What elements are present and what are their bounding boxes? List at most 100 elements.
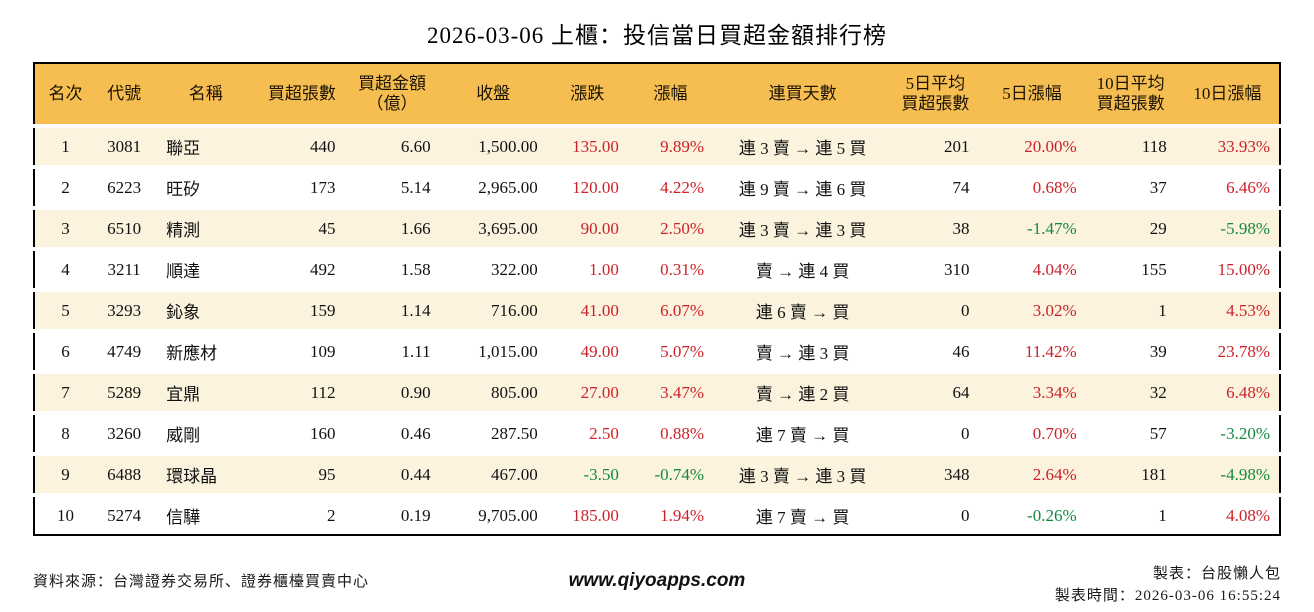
cell-close-price: 3,695.00 [439, 206, 547, 251]
cell-avg5-shares: 46 [892, 331, 979, 372]
cell-pct5: 3.02% [978, 288, 1086, 333]
cell-change-percent: -0.74% [627, 452, 714, 497]
cell-close-price: 9,705.00 [439, 495, 547, 535]
cell-pct10: -5.98% [1175, 206, 1280, 251]
cell-price-change: 2.50 [546, 413, 628, 454]
cell-pct5: 0.70% [978, 413, 1086, 454]
cell-change-percent: 5.07% [627, 331, 714, 372]
cell-close-price: 467.00 [439, 452, 547, 497]
cell-buy-streak: 連 7 賣 → 買 [713, 495, 893, 535]
cell-pct5: -0.26% [978, 495, 1086, 535]
table-row: 2 6223 旺矽 173 5.14 2,965.00 120.00 4.22% 連 9 賣 →… [34, 167, 1280, 208]
cell-pct5: 3.34% [978, 370, 1086, 415]
cell-close-price: 287.50 [439, 413, 547, 454]
cell-change-percent: 3.47% [627, 370, 714, 415]
cell-price-change: 27.00 [546, 370, 628, 415]
cell-close-price: 1,500.00 [439, 124, 547, 169]
cell-pct5: 20.00% [978, 124, 1086, 169]
cell-price-change: -3.50 [546, 452, 628, 497]
cell-avg10-shares: 155 [1085, 249, 1176, 290]
cell-avg5-shares: 310 [892, 249, 979, 290]
cell-avg10-shares: 1 [1085, 288, 1176, 333]
cell-buy-streak: 連 9 賣 → 連 6 買 [713, 167, 893, 208]
cell-price-change: 49.00 [546, 331, 628, 372]
cell-stock-code: 6223 [96, 167, 153, 208]
cell-change-percent: 0.31% [627, 249, 714, 290]
cell-net-buy-shares: 160 [259, 413, 345, 454]
cell-buy-streak: 賣 → 連 2 買 [713, 370, 893, 415]
cell-avg5-shares: 348 [892, 452, 979, 497]
cell-rank: 9 [34, 452, 97, 497]
col-header-pct10: 10日漲幅 [1175, 63, 1280, 127]
cell-stock-name: 聯亞 [152, 124, 260, 169]
cell-buy-streak: 連 3 賣 → 連 3 買 [713, 452, 893, 497]
cell-pct10: 4.53% [1175, 288, 1280, 333]
cell-rank: 5 [34, 288, 97, 333]
cell-net-buy-amount: 1.11 [344, 331, 440, 372]
col-header-close: 收盤 [439, 63, 547, 127]
cell-stock-code: 3293 [96, 288, 153, 333]
cell-pct10: 6.46% [1175, 167, 1280, 208]
cell-pct10: -4.98% [1175, 452, 1280, 497]
made-time-label: 製表時間：2026-03-06 16:55:24 [1054, 587, 1281, 604]
cell-pct10: -3.20% [1175, 413, 1280, 454]
cell-change-percent: 6.07% [627, 288, 714, 333]
cell-rank: 10 [34, 495, 97, 535]
table-row: 6 4749 新應材 109 1.11 1,015.00 49.00 5.07% 賣 → 連 3… [34, 331, 1280, 372]
cell-buy-streak: 連 3 賣 → 連 3 買 [713, 206, 893, 251]
cell-avg10-shares: 32 [1085, 370, 1176, 415]
cell-stock-name: 宜鼎 [152, 370, 260, 415]
col-header-avg10: 10日平均 買超張數 [1085, 63, 1176, 127]
cell-pct5: 0.68% [978, 167, 1086, 208]
cell-pct5: 4.04% [978, 249, 1086, 290]
cell-net-buy-amount: 1.58 [344, 249, 440, 290]
cell-net-buy-shares: 109 [259, 331, 345, 372]
cell-pct5: 2.64% [978, 452, 1086, 497]
cell-avg10-shares: 181 [1085, 452, 1176, 497]
cell-net-buy-shares: 45 [259, 206, 345, 251]
website-url: www.qiyoapps.com [568, 570, 746, 591]
cell-rank: 6 [34, 331, 97, 372]
cell-pct10: 4.08% [1175, 495, 1280, 535]
cell-net-buy-shares: 95 [259, 452, 345, 497]
cell-price-change: 90.00 [546, 206, 628, 251]
cell-stock-code: 5274 [96, 495, 153, 535]
cell-price-change: 41.00 [546, 288, 628, 333]
cell-stock-code: 6488 [96, 452, 153, 497]
cell-price-change: 135.00 [546, 124, 628, 169]
cell-avg10-shares: 39 [1085, 331, 1176, 372]
col-header-code: 代號 [96, 63, 153, 127]
cell-avg5-shares: 64 [892, 370, 979, 415]
cell-avg10-shares: 57 [1085, 413, 1176, 454]
cell-avg5-shares: 38 [892, 206, 979, 251]
cell-net-buy-shares: 440 [259, 124, 345, 169]
cell-change-percent: 2.50% [627, 206, 714, 251]
cell-avg10-shares: 37 [1085, 167, 1176, 208]
col-header-name: 名稱 [152, 63, 260, 127]
table-row: 10 5274 信驊 2 0.19 9,705.00 185.00 1.94% 連 7 賣 → … [34, 495, 1280, 535]
cell-pct10: 6.48% [1175, 370, 1280, 415]
cell-stock-code: 3260 [96, 413, 153, 454]
cell-avg5-shares: 0 [892, 495, 979, 535]
maker-label: 製表：台股懶人包 [1152, 566, 1281, 582]
cell-buy-streak: 賣 → 連 4 買 [713, 249, 893, 290]
cell-stock-name: 順達 [152, 249, 260, 290]
col-header-avg5: 5日平均 買超張數 [892, 63, 979, 127]
col-header-shares: 買超張數 [259, 63, 345, 127]
cell-stock-code: 5289 [96, 370, 153, 415]
col-header-change: 漲跌 [546, 63, 628, 127]
col-header-change_pct: 漲幅 [627, 63, 714, 127]
cell-change-percent: 4.22% [627, 167, 714, 208]
cell-net-buy-shares: 112 [259, 370, 345, 415]
cell-pct10: 33.93% [1175, 124, 1280, 169]
col-header-amount: 買超金額 （億） [344, 63, 440, 127]
cell-close-price: 1,015.00 [439, 331, 547, 372]
cell-stock-name: 環球晶 [152, 452, 260, 497]
cell-avg10-shares: 1 [1085, 495, 1176, 535]
cell-net-buy-amount: 0.90 [344, 370, 440, 415]
cell-close-price: 2,965.00 [439, 167, 547, 208]
cell-net-buy-amount: 6.60 [344, 124, 440, 169]
table-row: 3 6510 精測 45 1.66 3,695.00 90.00 2.50% 連 3 賣 → 連… [34, 206, 1280, 251]
